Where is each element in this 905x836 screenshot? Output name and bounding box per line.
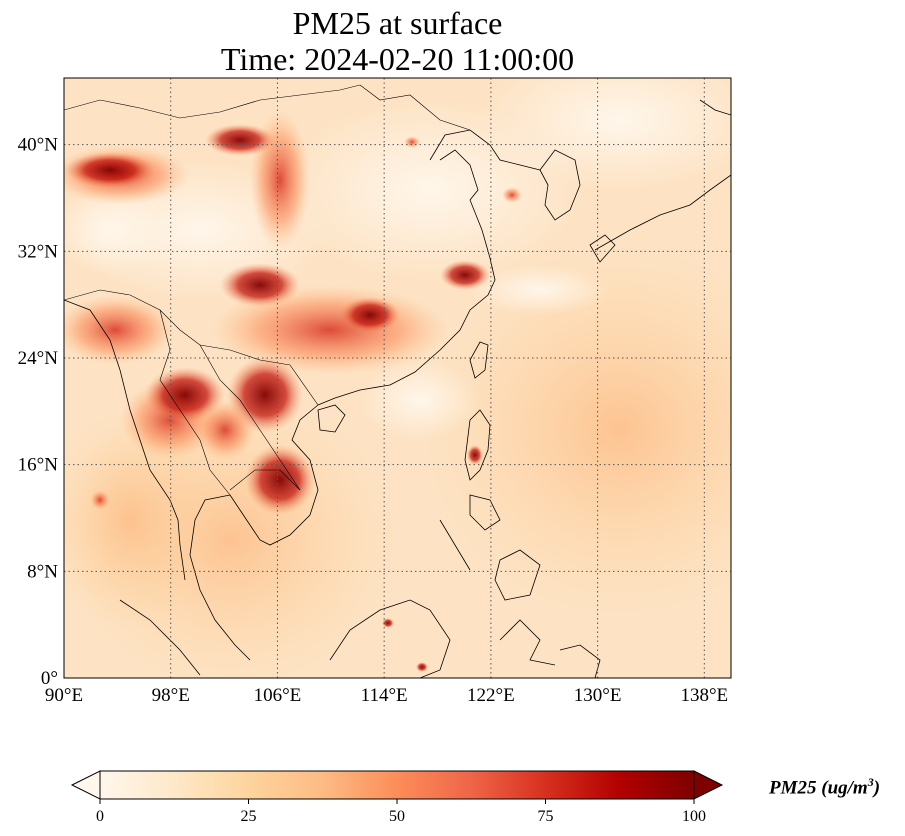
border-mongolia bbox=[64, 84, 361, 119]
hotspot-yangtze-delta bbox=[440, 260, 490, 290]
coast-sumatra bbox=[119, 599, 201, 676]
coast-palawan bbox=[439, 519, 471, 571]
border-northeast bbox=[359, 84, 471, 131]
field-ocean-east bbox=[420, 240, 731, 620]
pm25-field bbox=[64, 78, 731, 678]
lon-tick-label: 98°E bbox=[152, 685, 190, 706]
border-cambodia bbox=[229, 469, 301, 491]
coastlines bbox=[64, 99, 731, 678]
colorbar: 0 25 50 75 100 bbox=[70, 770, 724, 825]
colorbar-label: PM25 (ug/m3) bbox=[769, 775, 881, 799]
hotspot-cambodia bbox=[245, 445, 315, 515]
hotspot-north bbox=[205, 124, 275, 156]
field-coastal-pale bbox=[360, 360, 480, 440]
coast-china bbox=[317, 149, 496, 406]
coast-luzon bbox=[464, 409, 491, 481]
coast-korea bbox=[539, 149, 581, 221]
border-china-south bbox=[64, 289, 319, 406]
hotspot-northeast bbox=[404, 136, 420, 148]
colorbar-ticks: 0 25 50 75 100 bbox=[96, 799, 706, 825]
field-bay-of-bengal bbox=[64, 410, 220, 630]
coast-taiwan bbox=[469, 341, 489, 379]
chart-title-line2: Time: 2024-02-20 11:00:00 bbox=[220, 41, 575, 77]
hotspot-central bbox=[340, 297, 400, 333]
gridlines bbox=[64, 78, 731, 678]
hotspot-thailand bbox=[195, 400, 255, 460]
coast-hokkaido bbox=[699, 99, 731, 116]
border-laos bbox=[199, 344, 301, 491]
hotspot-northwest bbox=[65, 152, 155, 188]
hotspot-sichuan bbox=[220, 263, 300, 307]
map-frame bbox=[63, 77, 732, 679]
lat-tick-label: 8°N bbox=[27, 561, 58, 582]
lon-tick-label: 130°E bbox=[574, 685, 622, 706]
lon-tick-label: 122°E bbox=[467, 685, 515, 706]
lat-tick-label: 32°N bbox=[18, 241, 59, 262]
lat-tick-label: 24°N bbox=[18, 348, 59, 369]
lon-tick-label: 114°E bbox=[361, 685, 408, 706]
hotspot-borneo-west bbox=[382, 618, 394, 628]
lat-tick-labels: 0° 8°N 16°N 24°N 32°N 40°N bbox=[18, 135, 59, 689]
colorbar-tick-label: 100 bbox=[682, 808, 706, 825]
coast-malay bbox=[189, 494, 251, 661]
colorbar-tick-label: 75 bbox=[538, 808, 554, 825]
coast-hainan bbox=[317, 404, 346, 433]
field-west-pale bbox=[64, 185, 170, 275]
borders bbox=[64, 84, 471, 496]
lon-tick-label: 90°E bbox=[45, 685, 83, 706]
lat-tick-label: 16°N bbox=[18, 455, 59, 476]
lon-tick-labels: 90°E 98°E 106°E 114°E 122°E 130°E 138°E bbox=[45, 685, 728, 706]
coast-borneo bbox=[329, 599, 451, 678]
colorbar-extend-min bbox=[70, 770, 101, 800]
field-east-sea-pale bbox=[470, 265, 610, 315]
lat-tick-label: 40°N bbox=[18, 135, 59, 156]
colorbar-tick-label: 50 bbox=[389, 808, 405, 825]
hotspot-korea bbox=[502, 187, 522, 203]
coast-vietnam bbox=[229, 404, 319, 546]
lat-tick-label: 0° bbox=[41, 668, 58, 689]
coast-myanmar bbox=[64, 299, 186, 581]
coast-kyushu bbox=[589, 234, 616, 263]
coast-mindanao bbox=[494, 549, 541, 601]
hotspot-luzon bbox=[467, 445, 483, 465]
coast-japan-main bbox=[594, 174, 731, 251]
chart-title-line1: PM25 at surface bbox=[292, 5, 503, 41]
colorbar-extend-max bbox=[693, 770, 724, 800]
coast-visayas bbox=[469, 494, 501, 531]
hotspot-bay bbox=[90, 490, 110, 510]
lon-tick-label: 138°E bbox=[680, 685, 728, 706]
border-myanmar-thailand bbox=[159, 309, 231, 496]
hotspot-borneo-south bbox=[416, 662, 428, 672]
coast-bohai bbox=[429, 129, 541, 171]
coast-sulawesi bbox=[499, 619, 556, 666]
colorbar-tick-label: 0 bbox=[96, 808, 104, 825]
lon-tick-label: 106°E bbox=[254, 685, 302, 706]
field-far-north-pale bbox=[480, 78, 731, 190]
colorbar-tick-label: 25 bbox=[241, 808, 257, 825]
colorbar-body bbox=[99, 770, 695, 800]
